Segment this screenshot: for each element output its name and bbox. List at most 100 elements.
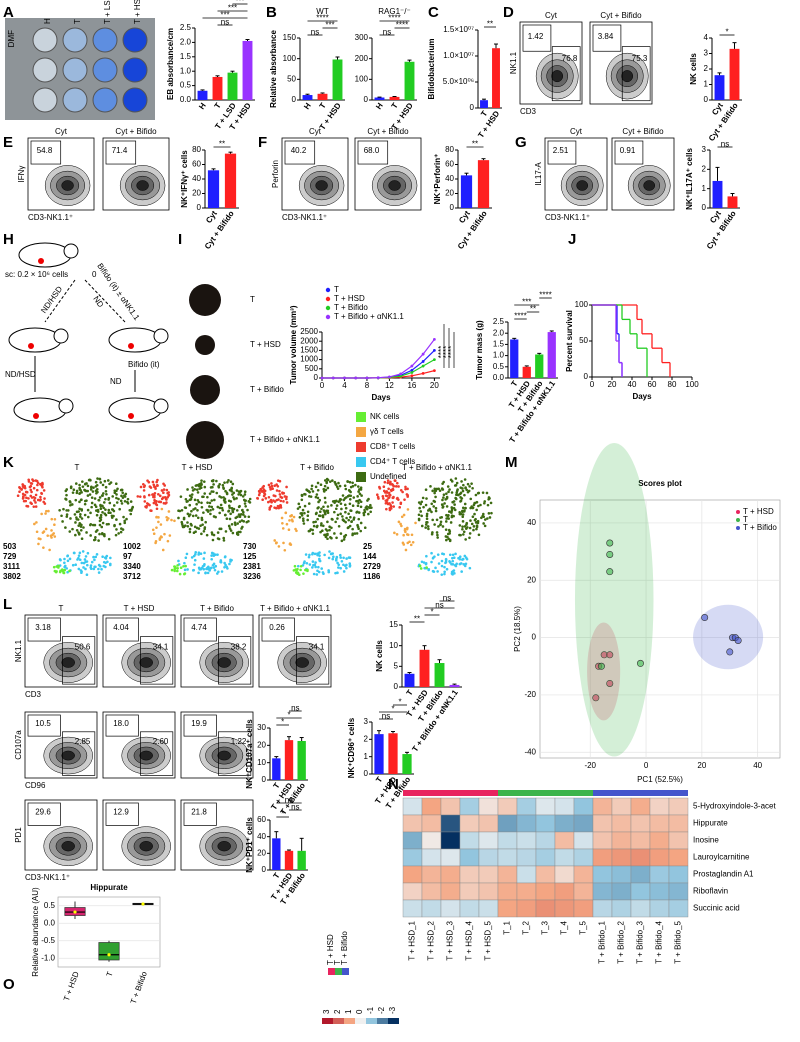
tsne-dot xyxy=(404,548,408,552)
tsne-dot xyxy=(84,555,88,558)
x-tick-label: -20 xyxy=(584,761,596,770)
tsne-dot xyxy=(41,485,44,489)
x-tick-label: 8 xyxy=(365,381,370,390)
tsne-dot xyxy=(120,502,124,505)
legend-marker xyxy=(325,305,331,311)
tsne-dot xyxy=(384,494,388,497)
tsne-dot xyxy=(399,522,402,526)
tsne-dot xyxy=(256,497,260,500)
tsne-dot xyxy=(118,507,121,511)
x-tick-label: T xyxy=(213,101,223,110)
tsne-dot xyxy=(405,493,409,496)
tsne-dot xyxy=(81,550,85,553)
tsne-dot xyxy=(285,497,288,501)
legend-marker xyxy=(325,287,331,293)
heat-cell xyxy=(535,848,556,867)
tsne-dot xyxy=(183,568,187,572)
tsne-dot xyxy=(300,512,304,515)
group-bar xyxy=(631,790,650,796)
series-point xyxy=(432,349,436,352)
significance: *** xyxy=(220,11,229,20)
tsne-dot xyxy=(88,493,92,496)
heat-cell xyxy=(649,831,670,850)
tsne-dot xyxy=(475,527,478,531)
column-label: T + Bifido_2 xyxy=(617,920,626,963)
heat-cell xyxy=(459,882,480,901)
well xyxy=(32,87,58,113)
tsne-dot xyxy=(125,517,128,521)
x-tick-label: H xyxy=(197,101,208,111)
tsne-dot xyxy=(222,536,226,540)
tsne-dot xyxy=(71,563,75,567)
tsne-dot xyxy=(66,570,69,574)
column-label: T + Bifido_3 xyxy=(636,920,645,963)
significance: ** xyxy=(472,140,478,149)
tsne-dot xyxy=(316,496,320,500)
tsne-dot xyxy=(437,525,440,528)
tsne-dot xyxy=(327,556,331,560)
tsne-dot xyxy=(190,496,193,499)
arrow xyxy=(44,279,76,323)
legend-swatch xyxy=(356,442,366,452)
tsne-dot xyxy=(282,491,286,495)
plot-title: Cyt xyxy=(570,127,583,136)
tsne-dot xyxy=(86,515,90,519)
tsne-dot xyxy=(243,502,247,505)
bar xyxy=(207,170,220,208)
cluster-count: 144 xyxy=(363,552,377,561)
significance: ns xyxy=(382,712,390,721)
tsne-dot xyxy=(291,519,294,523)
tsne-dot xyxy=(347,512,350,516)
heat-cell xyxy=(535,797,556,816)
tsne-dot xyxy=(179,495,183,498)
tsne-dot xyxy=(98,532,101,536)
significance: **** xyxy=(316,14,328,23)
y-tick-label: 0.0 xyxy=(493,373,505,382)
axis-label: NK1.1 xyxy=(509,51,518,74)
cluster-count: 2729 xyxy=(363,562,381,571)
tsne-dot xyxy=(302,572,305,575)
tsne-dot xyxy=(300,498,304,502)
tsne-dot xyxy=(315,493,319,496)
tsne-dot xyxy=(420,500,424,504)
heat-cell xyxy=(611,899,632,918)
tsne-dot xyxy=(315,573,319,576)
tsne-dot xyxy=(79,515,82,518)
tsne-dot xyxy=(290,514,294,517)
tsne-dot xyxy=(61,520,64,523)
tsne-dot xyxy=(321,529,324,533)
tsne-dot xyxy=(94,505,98,509)
tsne-dot xyxy=(184,564,187,568)
tsne-dot xyxy=(292,515,296,519)
tsne-dot xyxy=(402,533,405,537)
heat-cell xyxy=(668,882,689,901)
y-tick-label: 0 xyxy=(584,372,589,381)
tsne-dot xyxy=(326,478,330,482)
heat-cell xyxy=(554,831,575,850)
column-label: T + Bifido_4 xyxy=(655,920,664,963)
tsne-dot xyxy=(345,566,348,570)
heat-cell xyxy=(611,882,632,901)
contour xyxy=(551,70,564,83)
tsne-dot xyxy=(222,539,226,542)
plot-title: Cyt + Bifido xyxy=(600,11,642,20)
series-point xyxy=(410,371,414,374)
tsne-dot xyxy=(76,558,79,561)
tsne-dot xyxy=(392,505,396,508)
tsne-dot xyxy=(427,568,430,572)
tsne-dot xyxy=(279,506,283,509)
tsne-dot xyxy=(103,512,107,515)
tsne-dot xyxy=(182,564,185,568)
tsne-dot xyxy=(97,498,101,502)
y-tick-label: -20 xyxy=(524,690,536,699)
tsne-dot xyxy=(83,513,87,517)
tsne-dot xyxy=(375,493,379,497)
significance: *** xyxy=(235,0,244,6)
tsne-dot xyxy=(182,525,186,529)
y-tick-label: 100 xyxy=(355,74,369,83)
tsne-dot xyxy=(461,520,465,523)
tsne-dot xyxy=(167,493,171,497)
x-tick-label: T xyxy=(405,688,415,697)
tsne-dot xyxy=(391,487,395,491)
gate-value: 76.8 xyxy=(562,54,578,63)
